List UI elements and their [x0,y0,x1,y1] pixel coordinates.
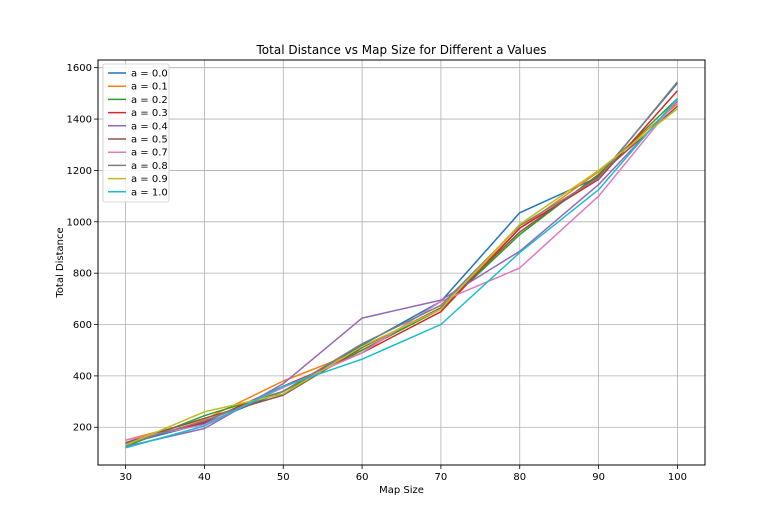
series-lines [125,81,678,449]
x-tick-label: 80 [513,472,526,483]
y-tick-label: 1600 [67,63,92,74]
legend-label: a = 0.1 [131,82,168,93]
series-line-2 [125,97,678,448]
legend: a = 0.0 a = 0.1 a = 0.2 a = 0.3 a = 0.4 a = 0… [102,63,170,203]
x-tick-label: 60 [356,472,369,483]
grid [98,60,705,465]
x-tick-label: 30 [119,472,132,483]
plot-area-frame [97,59,706,466]
y-tick-label: 800 [73,269,92,280]
y-tick-label: 400 [73,371,92,382]
y-tick-label: 200 [73,423,92,434]
chart-title: Total Distance vs Map Size for Different… [256,43,547,57]
x-tick-label: 40 [198,472,211,483]
legend-label: a = 0.8 [131,161,168,172]
series-line-7 [125,81,678,445]
x-tick-label: 100 [668,472,687,483]
y-tick-label: 1400 [67,115,92,126]
series-line-1 [125,103,678,441]
series-line-9 [125,98,678,449]
series-line-4 [125,100,678,448]
legend-label: a = 0.7 [131,148,168,159]
series-line-5 [125,105,678,444]
legend-label: a = 0.5 [131,135,168,146]
series-line-0 [125,82,678,445]
x-tick-label: 90 [592,472,605,483]
legend-label: a = 1.0 [131,187,168,198]
series-line-6 [125,99,678,441]
legend-label: a = 0.3 [131,108,168,119]
legend-label: a = 0.9 [131,174,168,185]
y-tick-label: 600 [73,320,92,331]
series-line-8 [125,108,678,446]
legend-label: a = 0.2 [131,95,168,106]
x-tick-label: 70 [435,472,448,483]
y-axis-label: Total Distance [55,227,66,298]
y-tick-label: 1200 [67,166,92,177]
series-line-3 [125,90,678,444]
legend-label: a = 0.4 [131,121,168,132]
x-axis-label: Map Size [379,485,424,496]
axis-ticks: 30 40 50 60 70 80 90 100 200 400 600 800 1000 1200 140… [67,63,687,483]
legend-label: a = 0.0 [131,69,168,80]
y-tick-label: 1000 [67,217,92,228]
legend-box [102,63,170,203]
x-tick-label: 50 [277,472,290,483]
